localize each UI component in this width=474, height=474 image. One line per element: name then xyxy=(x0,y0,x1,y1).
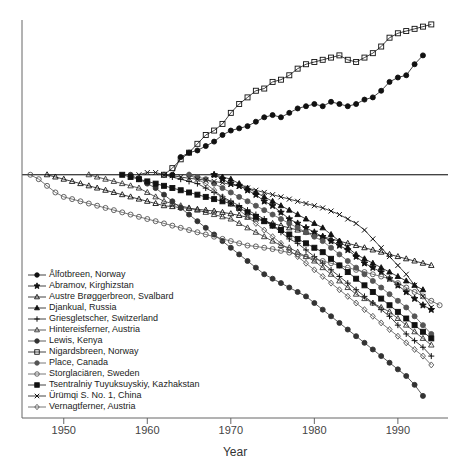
html-text:Ürümqi S. No. 1, China: Ürümqi S. No. 1, China xyxy=(49,390,142,400)
html-text:Abramov, Kirghizstan: Abramov, Kirghizstan xyxy=(49,280,134,290)
svg-text:1970: 1970 xyxy=(219,424,243,436)
html-text:Djankual, Russia: Djankual, Russia xyxy=(49,302,117,312)
html-text:Nigardsbreen, Norway: Nigardsbreen, Norway xyxy=(49,346,139,356)
svg-text:1950: 1950 xyxy=(52,424,76,436)
svg-text:1980: 1980 xyxy=(302,424,326,436)
html-text:Hintereisferner, Austria: Hintereisferner, Austria xyxy=(49,324,140,334)
svg-text:1960: 1960 xyxy=(135,424,159,436)
html-text:Austre Brøggerbreon, Svalbard: Austre Brøggerbreon, Svalbard xyxy=(49,291,174,301)
html-text:Place, Canada: Place, Canada xyxy=(49,357,108,367)
html-text:Storglaciären, Sweden: Storglaciären, Sweden xyxy=(49,368,140,378)
html-text:Lewis, Kenya: Lewis, Kenya xyxy=(49,335,103,345)
html-text:Vernagtferner, Austria: Vernagtferner, Austria xyxy=(49,401,136,411)
html-text:Griesgletscher, Switzerland: Griesgletscher, Switzerland xyxy=(49,313,158,323)
svg-text:Year: Year xyxy=(223,445,247,459)
svg-text:1990: 1990 xyxy=(386,424,410,436)
html-text:Ålfotbreen, Norway: Ålfotbreen, Norway xyxy=(49,269,126,279)
html-text:Tsentralniy Tuyuksuyskiy, Kazh: Tsentralniy Tuyuksuyskiy, Kazhakstan xyxy=(49,379,200,389)
